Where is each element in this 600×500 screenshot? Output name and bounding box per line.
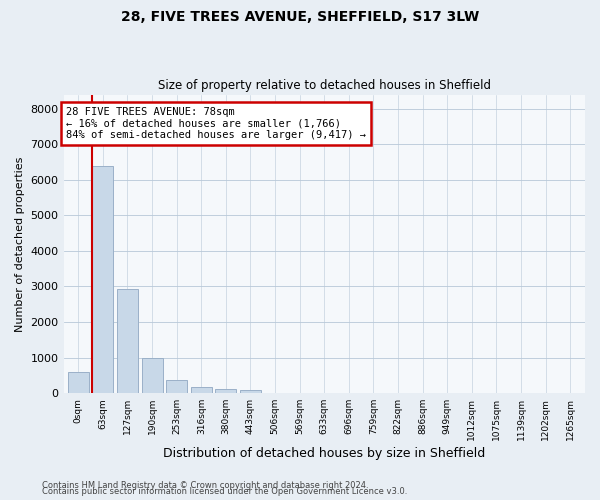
- Bar: [92, 166, 113, 393]
- Text: 28 FIVE TREES AVENUE: 78sqm
← 16% of detached houses are smaller (1,766)
84% of : 28 FIVE TREES AVENUE: 78sqm ← 16% of det…: [66, 107, 366, 140]
- Bar: [215, 389, 236, 393]
- Text: 28, FIVE TREES AVENUE, SHEFFIELD, S17 3LW: 28, FIVE TREES AVENUE, SHEFFIELD, S17 3L…: [121, 10, 479, 24]
- Title: Size of property relative to detached houses in Sheffield: Size of property relative to detached ho…: [158, 79, 491, 92]
- Bar: [240, 390, 261, 393]
- X-axis label: Distribution of detached houses by size in Sheffield: Distribution of detached houses by size …: [163, 447, 485, 460]
- Bar: [68, 372, 89, 393]
- Text: Contains HM Land Registry data © Crown copyright and database right 2024.: Contains HM Land Registry data © Crown c…: [42, 481, 368, 490]
- Bar: [117, 290, 138, 393]
- Y-axis label: Number of detached properties: Number of detached properties: [15, 156, 25, 332]
- Bar: [166, 380, 187, 393]
- Bar: [142, 358, 163, 393]
- Text: Contains public sector information licensed under the Open Government Licence v3: Contains public sector information licen…: [42, 487, 407, 496]
- Bar: [191, 387, 212, 393]
